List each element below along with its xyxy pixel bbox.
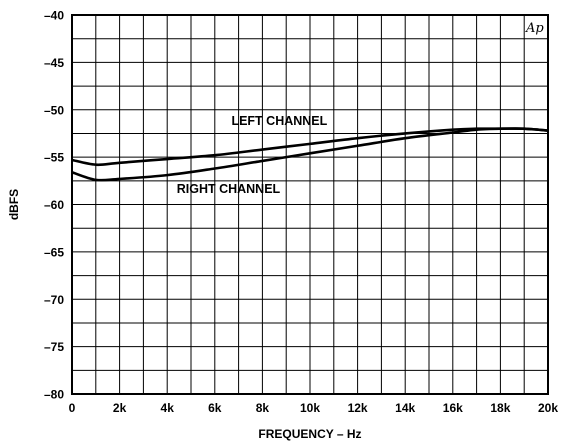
x-tick-label: 18k bbox=[490, 401, 510, 415]
y-tick-label: –50 bbox=[44, 103, 64, 117]
plot-frame bbox=[71, 14, 549, 395]
series-lines bbox=[71, 127, 549, 182]
grid bbox=[71, 14, 549, 395]
x-tick-label: 8k bbox=[256, 401, 270, 415]
x-tick-label: 16k bbox=[443, 401, 463, 415]
y-tick-label: –70 bbox=[44, 293, 64, 307]
y-tick-label: –75 bbox=[44, 340, 64, 354]
y-axis-title: dBFS bbox=[7, 189, 21, 220]
x-tick-label: 2k bbox=[113, 401, 127, 415]
y-tick-label: –80 bbox=[44, 388, 64, 402]
y-tick-labels: –40 –45 –50 –55 –60 –65 –70 –75 –80 bbox=[44, 9, 64, 402]
series-annotation: LEFT CHANNEL bbox=[231, 114, 327, 128]
y-tick-label: –60 bbox=[44, 198, 64, 212]
series-line-right-channel bbox=[71, 127, 549, 182]
x-tick-labels: 0 2k 4k 6k 8k 10k 12k 14k 16k 18k 20k bbox=[69, 401, 559, 415]
x-tick-label: 14k bbox=[395, 401, 415, 415]
y-tick-label: –40 bbox=[44, 9, 64, 23]
x-tick-label: 20k bbox=[538, 401, 558, 415]
series-labels: LEFT CHANNEL RIGHT CHANNEL bbox=[177, 114, 328, 196]
x-tick-label: 0 bbox=[69, 401, 76, 415]
x-axis-title: FREQUENCY – Hz bbox=[258, 427, 361, 441]
y-tick-label: –55 bbox=[44, 151, 64, 165]
x-tick-label: 12k bbox=[348, 401, 368, 415]
ap-watermark: Ap bbox=[525, 21, 544, 36]
series-annotation: RIGHT CHANNEL bbox=[177, 182, 281, 196]
y-tick-label: –65 bbox=[44, 245, 64, 259]
x-tick-label: 6k bbox=[208, 401, 222, 415]
y-tick-label: –45 bbox=[44, 56, 64, 70]
x-tick-label: 10k bbox=[300, 401, 320, 415]
x-tick-label: 4k bbox=[161, 401, 175, 415]
